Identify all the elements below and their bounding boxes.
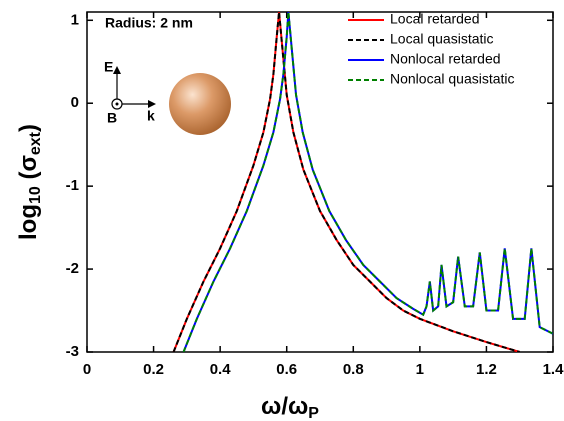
line: [182, 12, 553, 352]
y-axis-label: log10 (σext): [15, 124, 44, 240]
legend-label: Local retarded: [390, 11, 480, 27]
field-diagram: [111, 66, 231, 135]
plot-frame: [86, 11, 554, 353]
annotation: B: [107, 110, 117, 126]
y-label-sub: 10: [27, 186, 44, 204]
legend-label: Nonlocal quasistatic: [390, 71, 515, 87]
y-label-main: log: [15, 204, 42, 240]
y-tick-label: 1: [71, 11, 79, 28]
line: [172, 12, 521, 352]
x-tick-label: 0.6: [276, 361, 297, 378]
x-label-sub: P: [308, 405, 319, 421]
plot-lines: [172, 12, 553, 352]
y-tick-label: 0: [71, 94, 79, 111]
y-tick-label: -3: [66, 343, 79, 360]
legend-label: Local quasistatic: [390, 31, 494, 47]
x-tick-label: 0.2: [143, 361, 164, 378]
legend-label: Nonlocal retarded: [390, 51, 501, 67]
y-label-mid: (σ: [15, 155, 42, 186]
y-tick-label: -2: [66, 260, 79, 277]
y-tick-label: -1: [66, 177, 79, 194]
x-tick-label: 1.2: [476, 361, 497, 378]
y-label-end: ): [15, 124, 42, 132]
x-axis-label: ω/ωP: [261, 393, 319, 421]
x-tick-label: 1.4: [543, 361, 564, 378]
annotation: E: [104, 59, 113, 75]
x-tick-label: 1: [416, 361, 424, 378]
x-tick-label: 0: [83, 361, 91, 378]
annotation: Radius: 2 nm: [105, 15, 193, 31]
x-tick-label: 0.4: [210, 361, 232, 378]
x-label-main: ω/ω: [261, 393, 308, 420]
annotation: k: [147, 108, 155, 124]
y-label-sub: ext: [27, 131, 44, 155]
x-tick-label: 0.8: [343, 361, 364, 378]
